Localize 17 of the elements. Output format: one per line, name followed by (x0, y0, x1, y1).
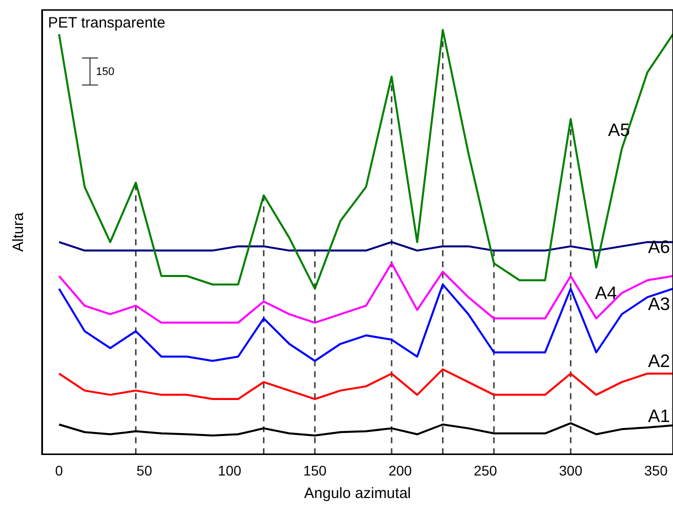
x-tick-label: 150 (303, 462, 327, 478)
y-axis-title: Altura (10, 212, 28, 252)
x-axis-title: Angulo azimutal (304, 485, 411, 502)
x-tick-label: 300 (558, 462, 583, 478)
x-tick-label: 0 (55, 462, 64, 478)
series-label: A4 (594, 282, 617, 303)
series-label: A6 (648, 236, 670, 257)
annotation: 150 (96, 66, 114, 78)
x-tick-label: 50 (136, 462, 152, 478)
series-label: A3 (648, 294, 670, 314)
chart-title: PET transparente (48, 14, 166, 32)
series-label: A1 (648, 406, 670, 426)
x-tick-label: 100 (218, 462, 242, 478)
x-tick-label: 350 (644, 462, 668, 478)
x-tick-label: 250 (474, 462, 498, 478)
x-tick-label: 200 (388, 462, 412, 478)
series-label: A2 (648, 350, 670, 371)
